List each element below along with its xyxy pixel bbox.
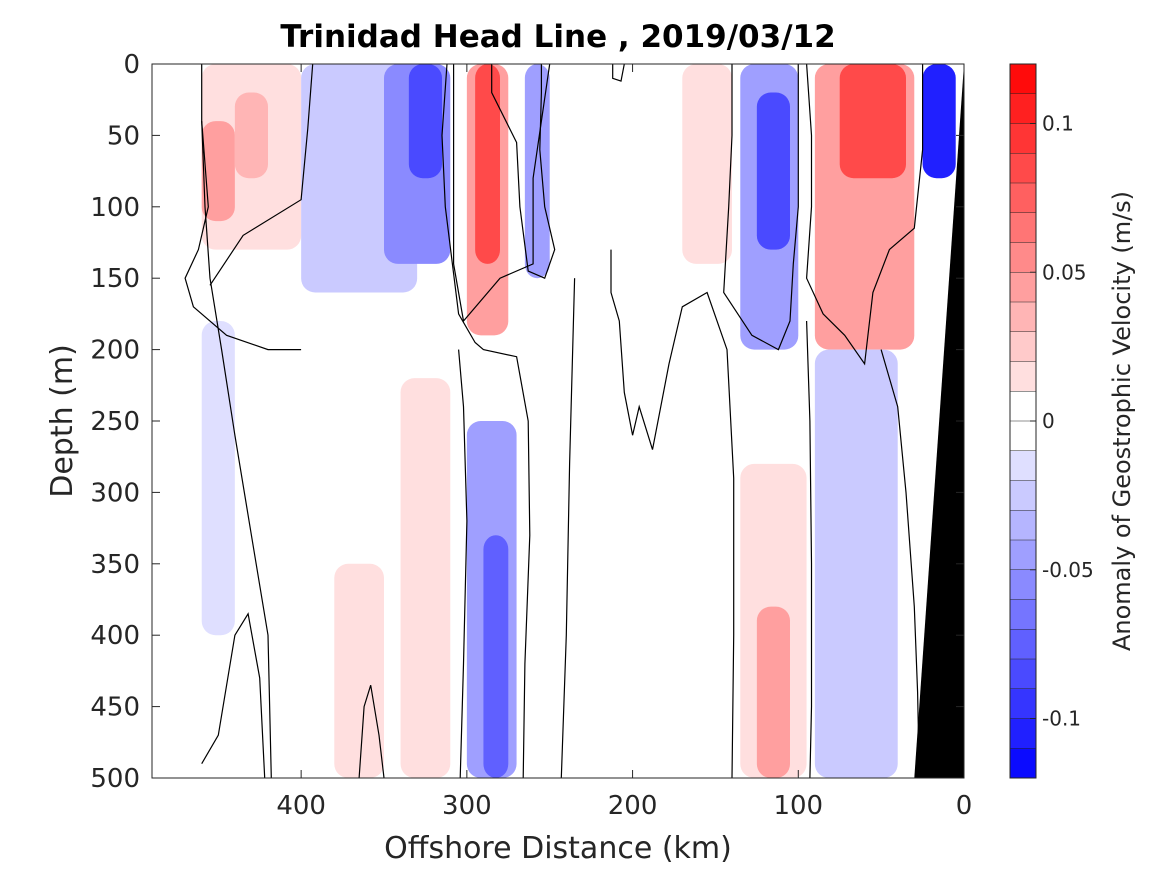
anomaly-patch bbox=[201, 321, 235, 636]
zero-contour-line bbox=[184, 64, 302, 351]
anomaly-patch bbox=[524, 64, 550, 279]
zero-contour-line bbox=[201, 612, 266, 778]
colorbar-band bbox=[1010, 450, 1036, 481]
zero-contour-line bbox=[723, 64, 799, 351]
bathymetry bbox=[914, 64, 964, 778]
colorbar-band bbox=[1010, 212, 1036, 243]
zero-contour-line bbox=[458, 349, 468, 778]
colorbar-tick-label: 0.1 bbox=[1042, 112, 1074, 136]
anomaly-field bbox=[201, 64, 956, 778]
colorbar-band bbox=[1010, 64, 1036, 95]
y-tick-label: 350 bbox=[90, 550, 140, 580]
y-tick-label: 400 bbox=[90, 621, 140, 651]
colorbar-band bbox=[1010, 599, 1036, 630]
anomaly-patch bbox=[756, 92, 790, 250]
colorbar-tick-label: -0.1 bbox=[1042, 707, 1081, 731]
colorbar-band bbox=[1010, 540, 1036, 571]
colorbar-band bbox=[1010, 272, 1036, 303]
anomaly-patch bbox=[400, 378, 451, 778]
anomaly-patch bbox=[408, 64, 442, 179]
y-tick-label: 100 bbox=[90, 193, 140, 223]
y-tick-label: 500 bbox=[90, 764, 140, 794]
zero-contour-line bbox=[560, 278, 576, 778]
anomaly-patch bbox=[483, 535, 509, 778]
colorbar-band bbox=[1010, 391, 1036, 422]
colorbar-tick-label: 0.05 bbox=[1042, 260, 1087, 284]
x-axis-label: Offshore Distance (km) bbox=[384, 831, 732, 866]
colorbar-tick-label: 0 bbox=[1042, 409, 1055, 433]
colorbar-band bbox=[1010, 688, 1036, 719]
x-tick-label: 300 bbox=[442, 791, 492, 821]
anomaly-patch bbox=[756, 606, 790, 778]
zero-contour-line bbox=[453, 64, 551, 323]
colorbar-label: Anomaly of Geostrophic Velocity (m/s) bbox=[1108, 191, 1136, 651]
colorbar-band bbox=[1010, 331, 1036, 362]
colorbar-band bbox=[1010, 242, 1036, 273]
y-tick-label: 150 bbox=[90, 264, 140, 294]
zero-contour-line bbox=[806, 320, 813, 778]
anomaly-patch bbox=[566, 649, 616, 778]
zero-contour-line bbox=[612, 64, 625, 82]
colorbar-band bbox=[1010, 421, 1036, 452]
y-tick-label: 450 bbox=[90, 693, 140, 723]
anomaly-patch bbox=[814, 349, 898, 778]
colorbar-band bbox=[1010, 361, 1036, 392]
zero-contours bbox=[184, 64, 924, 778]
seafloor bbox=[914, 64, 964, 778]
colorbar-band bbox=[1010, 153, 1036, 184]
x-tick-label: 0 bbox=[956, 791, 973, 821]
anomaly-patch bbox=[922, 64, 956, 179]
y-tick-label: 300 bbox=[90, 478, 140, 508]
zero-contour-line bbox=[880, 349, 920, 778]
y-tick-label: 50 bbox=[107, 121, 140, 151]
colorbar-band bbox=[1010, 123, 1036, 154]
anomaly-patch bbox=[201, 121, 235, 222]
x-tick-label: 200 bbox=[608, 791, 658, 821]
zero-contour-line bbox=[441, 64, 531, 778]
colorbar-band bbox=[1010, 183, 1036, 214]
colorbar-ticks: 0.1 0.05 0 -0.05 -0.1 bbox=[1030, 112, 1094, 731]
y-tick-label: 250 bbox=[90, 407, 140, 437]
y-tick-label: 0 bbox=[123, 50, 140, 80]
colorbar-band bbox=[1010, 629, 1036, 660]
zero-contour-line bbox=[209, 64, 314, 286]
colorbar-band bbox=[1010, 510, 1036, 541]
colorbar-band bbox=[1010, 748, 1036, 779]
anomaly-patch bbox=[234, 92, 268, 179]
y-axis-label: Depth (m) bbox=[45, 344, 80, 498]
colorbar-band bbox=[1010, 302, 1036, 333]
colorbar-band bbox=[1010, 659, 1036, 690]
chart-title: Trinidad Head Line , 2019/03/12 bbox=[280, 19, 835, 55]
x-tick-label: 400 bbox=[276, 791, 326, 821]
zero-contour-line bbox=[805, 64, 924, 366]
zero-contour-line bbox=[358, 685, 385, 778]
colorbar-band bbox=[1010, 718, 1036, 749]
anomaly-patch bbox=[682, 64, 732, 264]
colorbar-tick-label: -0.05 bbox=[1042, 558, 1094, 582]
anomaly-patch bbox=[334, 563, 384, 778]
colorbar-band bbox=[1010, 569, 1036, 600]
colorbar-band bbox=[1010, 480, 1036, 511]
anomaly-patch bbox=[475, 64, 500, 264]
anomaly-patch bbox=[839, 64, 906, 179]
colorbar-band bbox=[1010, 93, 1036, 124]
y-axis-ticks: 0 50 100 150 200 250 300 350 400 450 500 bbox=[90, 50, 964, 794]
y-tick-label: 200 bbox=[90, 336, 140, 366]
zero-contour-line bbox=[610, 249, 735, 778]
colorbar bbox=[1010, 63, 1036, 779]
x-tick-label: 100 bbox=[773, 791, 823, 821]
x-axis-ticks: 400 300 200 100 0 bbox=[276, 64, 972, 821]
